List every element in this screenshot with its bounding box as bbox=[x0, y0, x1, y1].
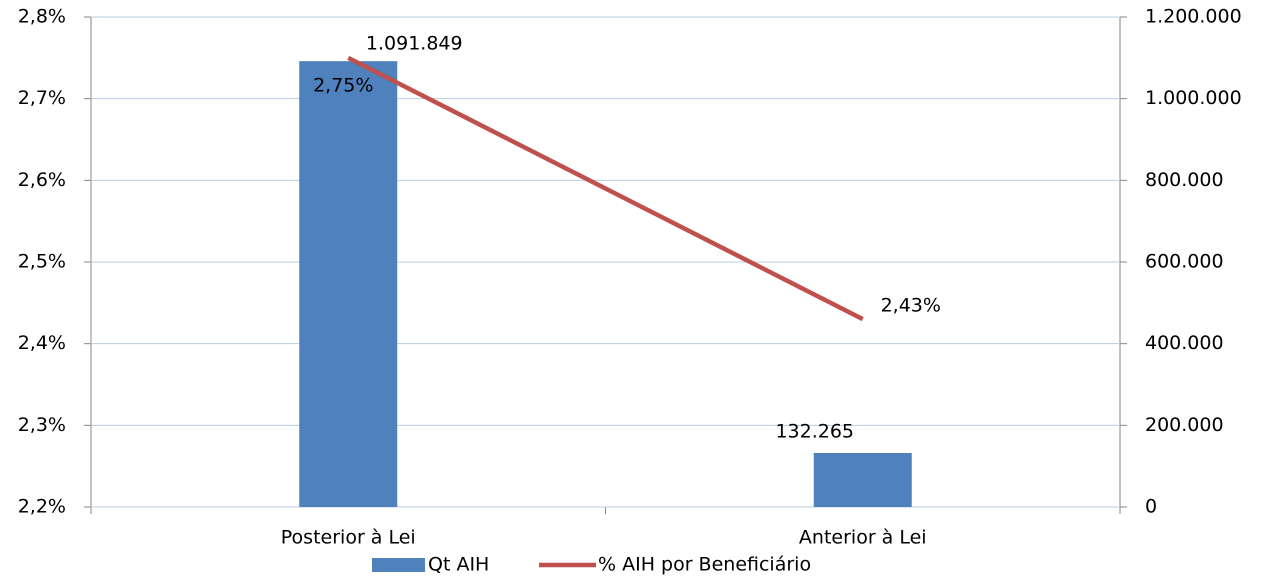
legend-label: Qt AIH bbox=[428, 554, 489, 576]
x-tick-label: Posterior à Lei bbox=[281, 527, 416, 549]
y2-tick-label: 600.000 bbox=[1145, 251, 1224, 273]
y-tick-label: 2,3% bbox=[18, 414, 66, 436]
bar-value-label: 132.265 bbox=[775, 420, 854, 442]
y-tick-label: 2,4% bbox=[18, 332, 66, 354]
bar bbox=[299, 61, 398, 508]
y2-tick-label: 0 bbox=[1145, 496, 1157, 518]
bar-value-label: 1.091.849 bbox=[366, 33, 463, 55]
line bbox=[347, 55, 864, 322]
y2-tick-label: 1.200.000 bbox=[1145, 6, 1242, 28]
y-tick-label: 2,6% bbox=[18, 169, 66, 191]
x-tick-label: Anterior à Lei bbox=[799, 527, 927, 549]
y2-tick-label: 200.000 bbox=[1145, 414, 1224, 436]
legend-label: % AIH por Beneficiário bbox=[598, 554, 811, 576]
line-value-label: 2,43% bbox=[881, 295, 941, 317]
y2-tick-label: 1.000.000 bbox=[1145, 87, 1242, 109]
y2-tick-label: 800.000 bbox=[1145, 169, 1224, 191]
y-tick-label: 2,2% bbox=[18, 496, 66, 518]
y-tick-label: 2,8% bbox=[18, 6, 66, 28]
y-tick-label: 2,7% bbox=[18, 87, 66, 109]
line-value-label: 2,75% bbox=[313, 74, 373, 96]
legend-swatch bbox=[372, 558, 425, 572]
y2-tick-label: 400.000 bbox=[1145, 332, 1224, 354]
y-tick-label: 2,5% bbox=[18, 251, 66, 273]
bar bbox=[813, 452, 912, 507]
